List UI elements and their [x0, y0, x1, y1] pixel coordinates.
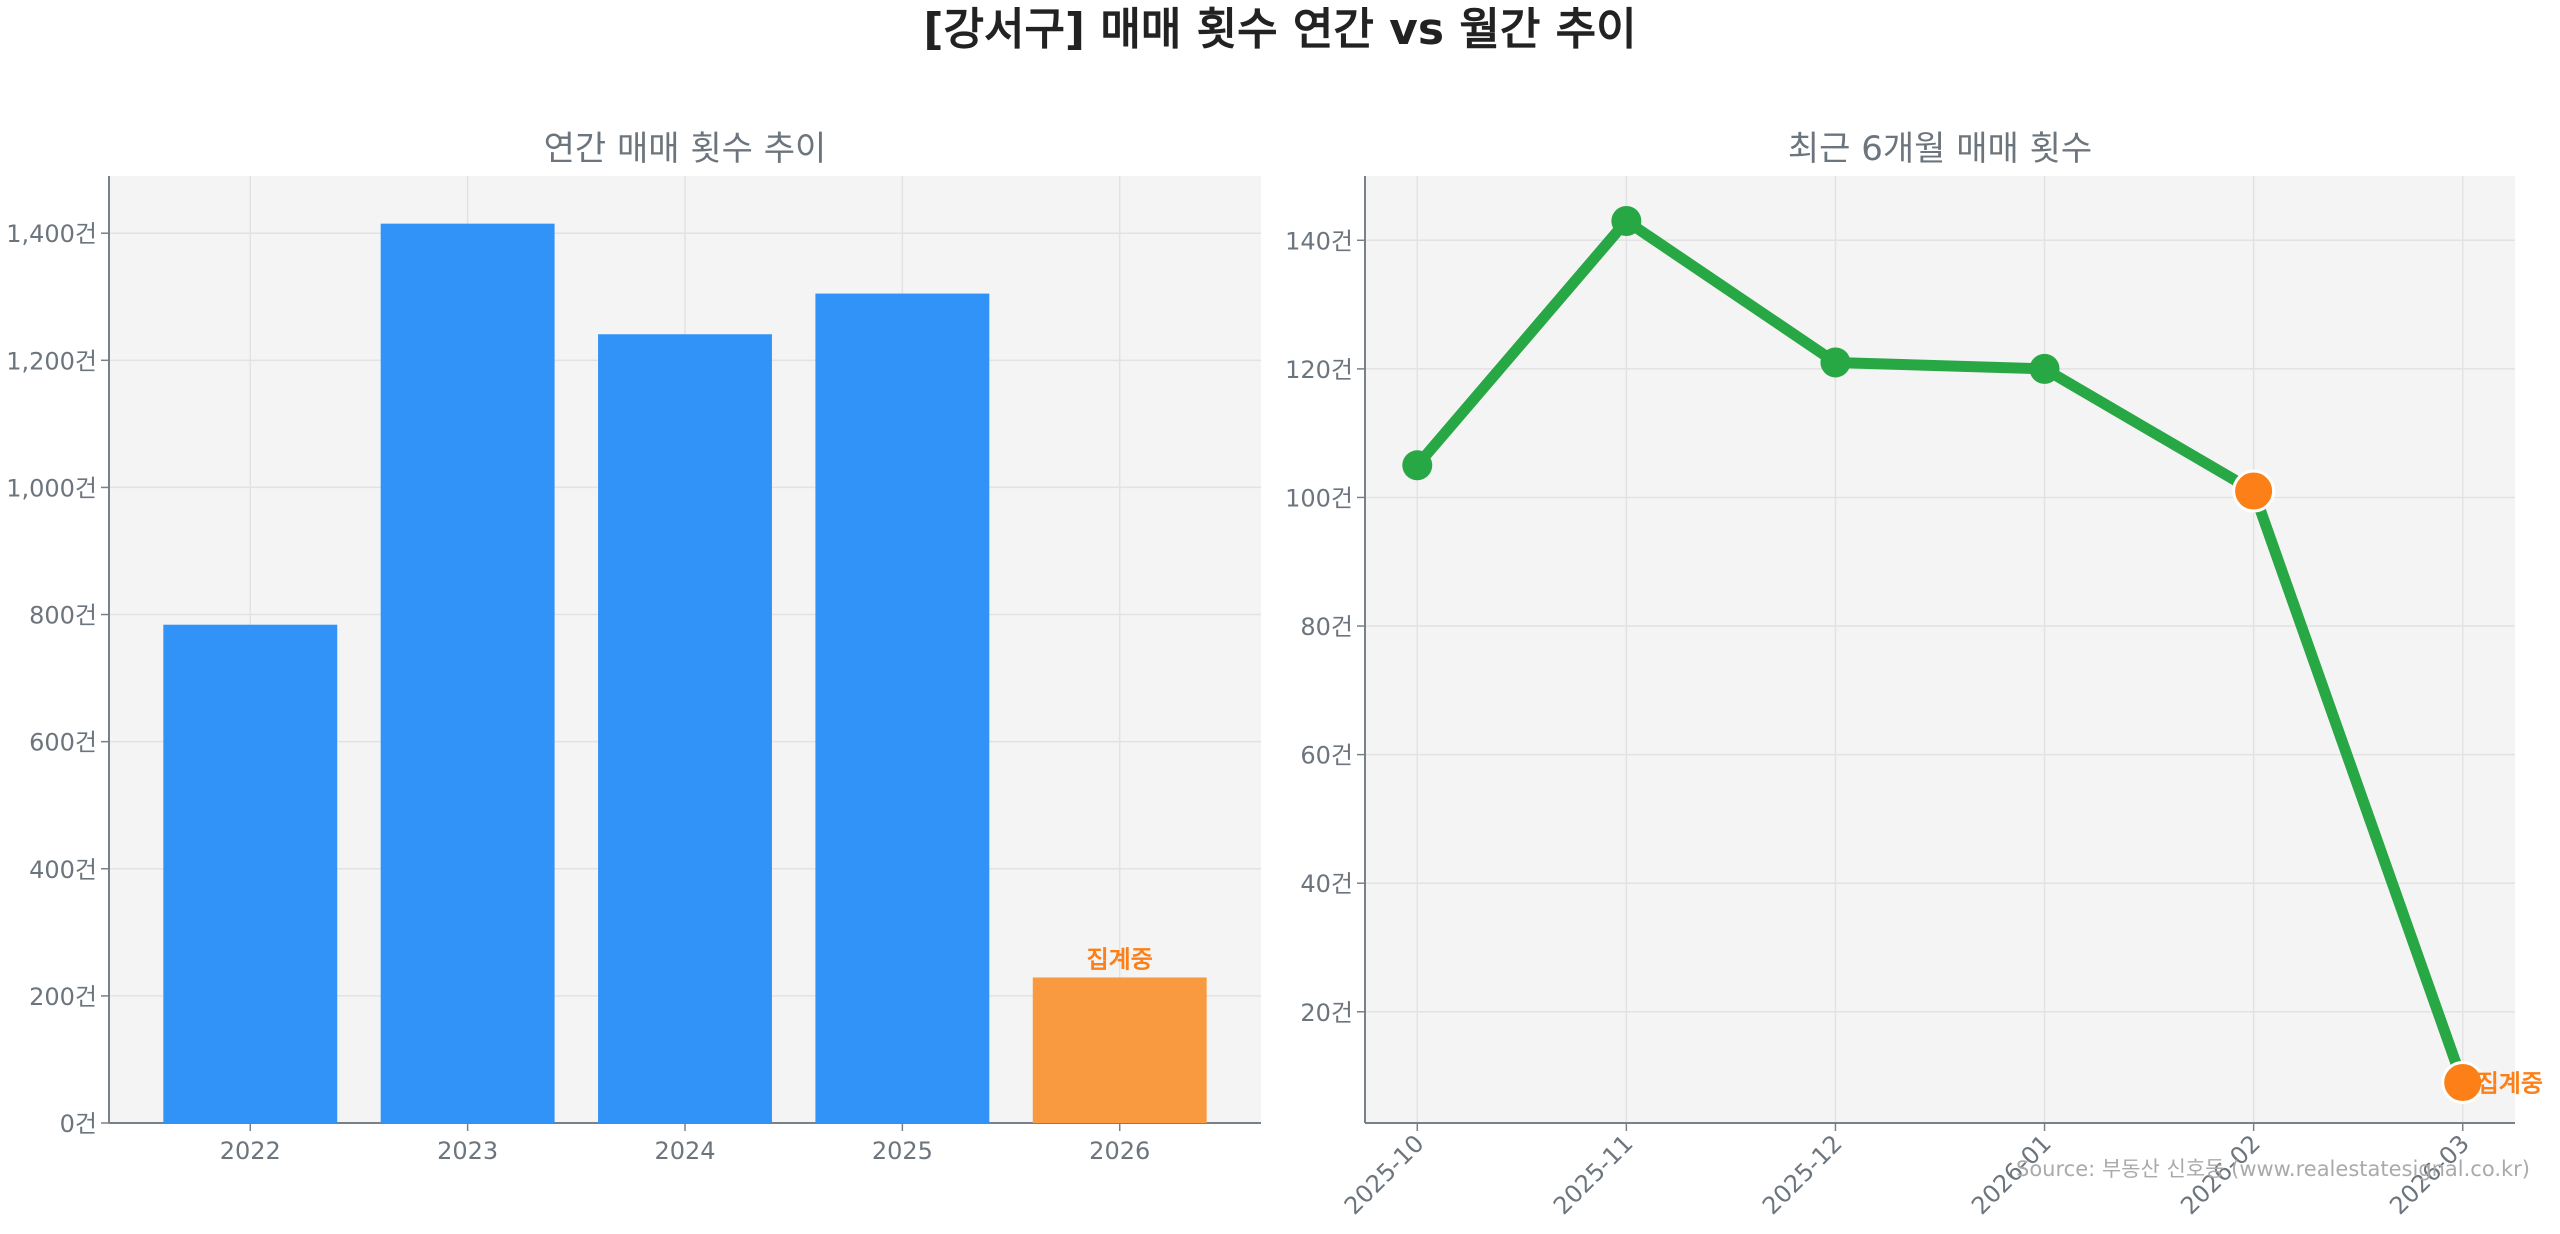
bar-2024 — [598, 334, 772, 1123]
y-tick-label: 200건 — [29, 983, 97, 1011]
chart-title: 최근 6개월 매매 횟수 — [1788, 129, 2092, 169]
y-tick-label: 140건 — [1285, 227, 1353, 255]
y-tick-label: 20건 — [1300, 999, 1353, 1027]
data-point-2025-10 — [1402, 450, 1433, 481]
source-note: Source: 부동산 신호등 (www.realestatesignal.co… — [2016, 1157, 2530, 1181]
y-tick-label: 80건 — [1300, 613, 1353, 641]
data-point-2025-12 — [1820, 347, 1851, 378]
x-tick-label: 2025-10 — [1339, 1129, 1430, 1220]
figure-title: [강서구] 매매 횟수 연간 vs 월간 추이 — [923, 4, 1636, 55]
x-tick-label: 2024 — [654, 1137, 715, 1165]
x-tick-label: 2026 — [1089, 1137, 1150, 1165]
bar-2026 — [1032, 977, 1207, 1123]
x-tick-label: 2025-12 — [1757, 1129, 1848, 1220]
y-tick-label: 0건 — [60, 1110, 97, 1138]
x-tick-label: 2022 — [220, 1137, 281, 1165]
plot-area — [1365, 176, 2515, 1123]
annual-bar-chart: 0건 200건 400건 600건 800건 1,000건 1,200건 1,400건 2022… — [6, 129, 1261, 1165]
y-tick-label: 120건 — [1285, 356, 1353, 384]
y-tick-label: 1,200건 — [6, 347, 97, 375]
y-tick-label: 400건 — [29, 856, 97, 884]
y-tick-label: 1,400건 — [6, 220, 97, 248]
y-tick-label: 1,000건 — [6, 474, 97, 502]
monthly-line-chart: 20건 40건 60건 80건 100건 120건 140건 2025-10 2025-11 20… — [1285, 129, 2543, 1220]
partial-annotation: 집계중 — [1087, 945, 1153, 973]
bar-2023 — [380, 223, 555, 1123]
data-point-2026-03 — [2441, 1060, 2485, 1104]
x-tick-label: 2025 — [872, 1137, 933, 1165]
partial-annotation: 집계중 — [2477, 1069, 2543, 1097]
chart-title: 연간 매매 횟수 추이 — [544, 129, 827, 169]
y-tick-label: 600건 — [29, 729, 97, 757]
x-tick-label: 2025-11 — [1548, 1129, 1639, 1220]
bar-2022 — [163, 624, 338, 1123]
y-tick-label: 40건 — [1300, 870, 1353, 898]
y-tick-label: 100건 — [1285, 484, 1353, 512]
series-line — [1413, 215, 2468, 1085]
y-tick-label: 800건 — [29, 602, 97, 630]
x-tick-label: 2023 — [437, 1137, 498, 1165]
data-point-2026-01 — [2029, 353, 2060, 384]
bar-2025 — [815, 293, 990, 1123]
data-point-2025-11 — [1611, 206, 1642, 237]
y-tick-label: 60건 — [1300, 742, 1353, 770]
data-point-2026-02 — [2232, 469, 2276, 513]
